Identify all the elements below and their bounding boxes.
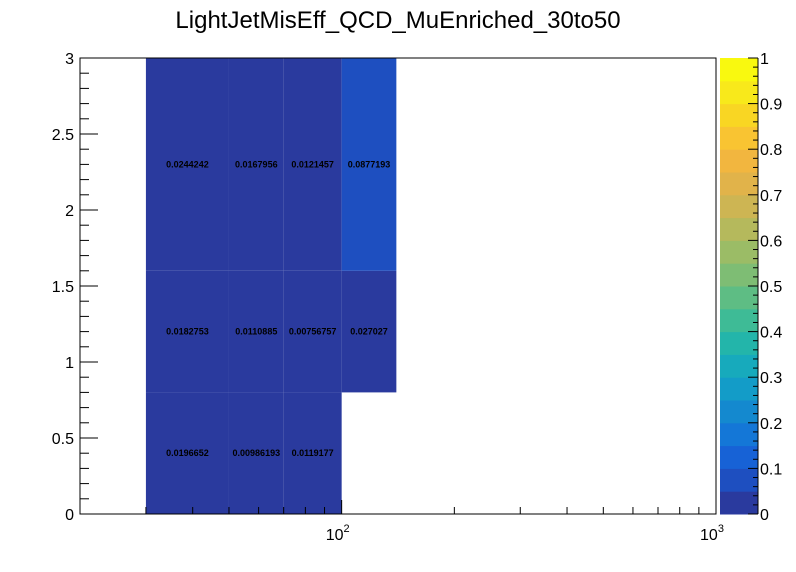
color-scale-band [720,491,758,515]
heatmap-cell [283,392,342,514]
color-scale-label: 0 [760,507,769,524]
chart-title: LightJetMisEff_QCD_MuEnriched_30to50 [175,7,620,34]
color-scale-label: 0.1 [760,461,782,478]
color-scale-band [720,194,758,219]
y-tick-label: 1.5 [52,279,74,296]
y-tick-label: 3 [65,51,74,68]
cell-value-label: 0.0877193 [348,159,391,169]
heatmap-cell [283,270,342,393]
heatmap-cell [145,392,229,514]
cell-value-label: 0.027027 [350,327,388,337]
color-scale-band [720,400,758,424]
heatmap-cell [283,58,342,271]
color-scale-band [720,149,758,173]
color-scale-band [720,422,758,447]
color-scale-band [720,103,758,127]
heatmap-cell [145,270,229,393]
y-tick-label: 0 [65,507,74,524]
color-scale-band [720,331,758,355]
color-scale: 0 0.1 0.2 0.3 0.4 0.5 0.6 0.7 0.8 0.9 1 [720,51,782,524]
color-scale-band [720,263,758,287]
y-tick-label: 0.5 [52,431,74,448]
color-scale-band [720,217,758,241]
color-scale-band [720,126,758,150]
x-tick-label: 102 [326,523,350,544]
color-scale-label: 0.4 [760,325,782,342]
heatmap-cell [228,392,284,514]
heatmap-cell [228,270,284,393]
y-tick-label: 2.5 [52,127,74,144]
cell-value-label: 0.0119177 [292,448,334,458]
color-scale-label: 0.8 [760,142,782,159]
color-scale-band [720,286,758,310]
color-scale-label: 0.5 [760,279,782,296]
y-tick-label: 1 [65,355,74,372]
color-scale-band [720,58,758,82]
cell-labels: 0.0196652 0.00986193 0.0119177 0.0182753 0.0… [166,159,390,458]
cell-value-label: 0.0196652 [166,448,209,458]
color-scale-label: 0.9 [760,97,782,114]
y-tick-label: 2 [65,203,74,220]
color-scale-band [720,354,758,378]
color-scale-band [720,445,758,469]
color-scale-band [720,240,758,264]
color-scale-band [720,172,758,196]
color-scale-band [720,377,758,401]
color-scale-label: 0.6 [760,233,782,250]
color-scale-label: 1 [760,51,769,68]
cell-value-label: 0.0121457 [291,159,334,169]
heatmap-cell [341,270,397,393]
x-axis: 102 103 [79,500,724,544]
x-tick-label: 103 [700,523,724,544]
cell-value-label: 0.0182753 [166,327,209,337]
heatmap-cell [145,58,229,271]
cell-value-label: 0.00756757 [289,327,337,337]
cell-value-label: 0.0110885 [235,327,277,337]
heatmap-cell [228,58,284,271]
cell-value-label: 0.0244242 [166,159,209,169]
color-scale-label: 0.3 [760,370,782,387]
heatmap-cell [341,58,397,271]
y-axis: 0 0.5 1 1.5 2 2.5 3 [52,51,98,524]
color-scale-band [720,308,758,333]
cell-value-label: 0.00986193 [233,448,281,458]
color-scale-band [720,80,758,105]
color-scale-band [720,468,758,492]
heatmap-cells [145,58,397,514]
color-scale-label: 0.2 [760,416,782,433]
cell-value-label: 0.0167956 [235,159,278,169]
color-scale-label: 0.7 [760,188,782,205]
